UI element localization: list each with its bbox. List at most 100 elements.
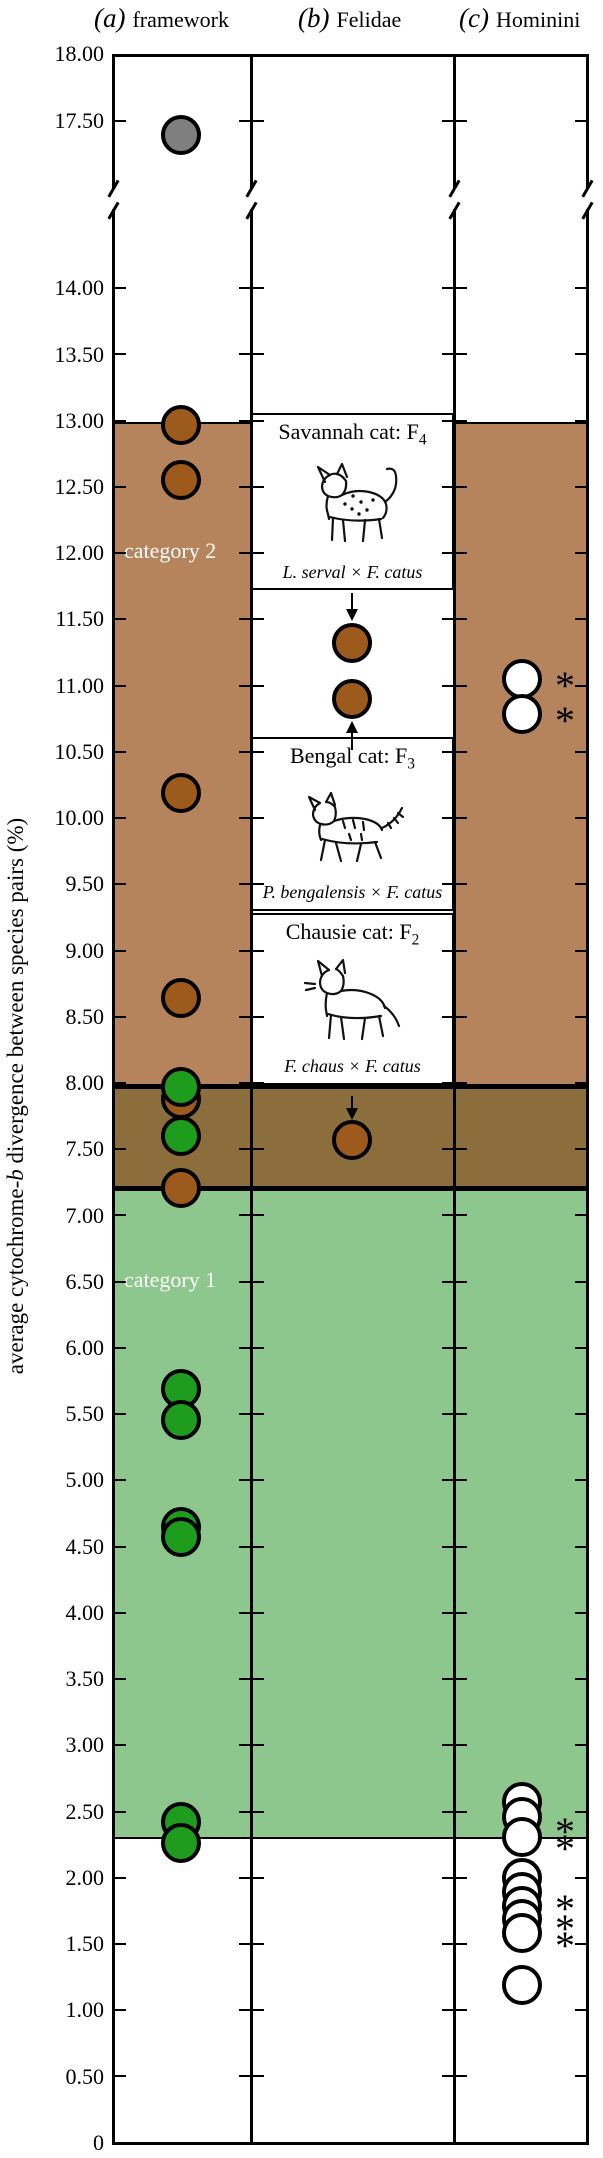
- y-tick: [575, 1744, 586, 1747]
- y-tick: [575, 552, 586, 555]
- y-tick: [114, 1810, 126, 1813]
- y-tick: [114, 1479, 126, 1482]
- y-tick: [575, 1280, 586, 1283]
- y-tick-label: 9.50: [65, 871, 105, 896]
- y-tick: [575, 1479, 586, 1482]
- y-tick: [575, 684, 586, 687]
- y-tick: [239, 1214, 264, 1217]
- data-point-a-7.21: [161, 1167, 201, 1208]
- data-point-a-17.4: [161, 114, 201, 155]
- arrow-up-icon: [345, 721, 358, 733]
- y-tick: [442, 750, 467, 753]
- significance-asterisk: *: [555, 1826, 575, 1871]
- y-tick-label: 10.50: [54, 738, 105, 764]
- y-tick: [114, 1015, 126, 1018]
- band-label-category-2: category 2: [124, 538, 217, 563]
- y-tick: [442, 883, 467, 886]
- panel-title-c: (c) Hominini: [459, 3, 580, 34]
- y-tick: [239, 353, 264, 356]
- y-tick: [114, 1081, 126, 1084]
- y-tick-label: 0: [93, 2129, 104, 2155]
- band-label-category-1: category 1: [124, 1266, 217, 1292]
- y-tick-label: 14.00: [54, 275, 105, 300]
- panel-name-b: Felidae: [336, 7, 402, 32]
- data-point-b-11.32: [332, 623, 372, 663]
- y-tick-label: 12.00: [54, 540, 105, 565]
- y-tick: [239, 883, 264, 886]
- panel-border: [112, 54, 115, 189]
- y-tick: [575, 1346, 586, 1349]
- y-tick: [239, 1678, 264, 1681]
- y-tick: [114, 1148, 126, 1151]
- y-tick: [442, 2075, 467, 2078]
- y-tick-label: 9.00: [65, 937, 105, 963]
- y-tick: [114, 2009, 126, 2012]
- y-tick: [114, 949, 126, 952]
- y-tick: [239, 287, 264, 290]
- panel-letter-a: (a): [94, 3, 126, 33]
- panel-letter-c: (c): [459, 3, 489, 33]
- y-tick: [239, 750, 264, 753]
- y-tick: [114, 419, 126, 422]
- y-tick: [575, 1148, 586, 1151]
- panel-name-a: framework: [132, 7, 229, 32]
- y-tick: [575, 485, 586, 488]
- y-tick: [114, 1678, 126, 1681]
- y-tick: [442, 1015, 467, 1018]
- y-tick: [114, 2075, 126, 2078]
- y-tick: [442, 1545, 467, 1548]
- y-tick-label: 1.50: [65, 1931, 105, 1956]
- y-tick: [442, 1346, 467, 1349]
- y-tick: [114, 120, 126, 123]
- y-tick: [239, 949, 264, 952]
- y-tick: [114, 1346, 126, 1349]
- y-tick: [575, 120, 586, 123]
- band-boundary-line: [112, 1837, 589, 1839]
- y-tick: [114, 883, 126, 886]
- y-tick-label: 18.00: [54, 41, 105, 66]
- y-tick-label: 13.50: [54, 341, 105, 367]
- y-tick: [114, 1413, 126, 1416]
- y-tick: [239, 1611, 264, 1614]
- inset-title: Chausie cat: F2: [285, 918, 420, 948]
- y-tick-label: 0.50: [65, 2063, 105, 2089]
- y-tick-label: 8.00: [65, 1070, 105, 1095]
- y-tick: [239, 419, 264, 422]
- y-tick: [575, 1545, 586, 1548]
- y-tick-label: 13.00: [54, 407, 105, 433]
- overlap-bottom-line: [112, 1185, 589, 1191]
- y-tick: [239, 817, 264, 820]
- y-tick: [442, 1611, 467, 1614]
- y-tick-label: 7.00: [65, 1202, 105, 1228]
- y-tick: [114, 1942, 126, 1945]
- inset-box-bengal: Bengal cat: F3 P. bengalensis × F. catus: [251, 737, 454, 911]
- y-tick: [575, 1678, 586, 1681]
- data-point-c-1.58: [502, 1913, 542, 1953]
- data-point-c-10.79: [502, 693, 542, 734]
- y-tick: [575, 419, 586, 422]
- bengal-cat-illustration: [291, 788, 415, 867]
- panel-title-a: (a) framework: [94, 3, 229, 34]
- y-tick: [239, 1876, 264, 1879]
- y-tick: [442, 1678, 467, 1681]
- y-tick: [239, 485, 264, 488]
- y-tick-label: 5.00: [65, 1467, 105, 1492]
- y-tick: [114, 1876, 126, 1879]
- inset-title: Bengal cat: F3: [289, 743, 415, 773]
- inset-caption: F. chaus × F. catus: [284, 1056, 421, 1077]
- y-tick: [575, 2075, 586, 2078]
- y-tick: [239, 552, 264, 555]
- y-tick: [114, 750, 126, 753]
- data-point-a-5.46: [161, 1399, 201, 1440]
- data-point-a-8.64: [161, 978, 201, 1018]
- y-tick-label: 6.50: [65, 1268, 105, 1294]
- y-tick: [239, 618, 264, 621]
- y-tick: [575, 1611, 586, 1614]
- y-tick: [442, 353, 467, 356]
- inset-box-chausie: Chausie cat: F2 F. chaus × F. catus: [251, 912, 454, 1085]
- y-tick: [442, 817, 467, 820]
- y-tick: [575, 2009, 586, 2012]
- data-point-a-7.97: [161, 1067, 201, 1107]
- significance-asterisk: *: [555, 1905, 575, 1951]
